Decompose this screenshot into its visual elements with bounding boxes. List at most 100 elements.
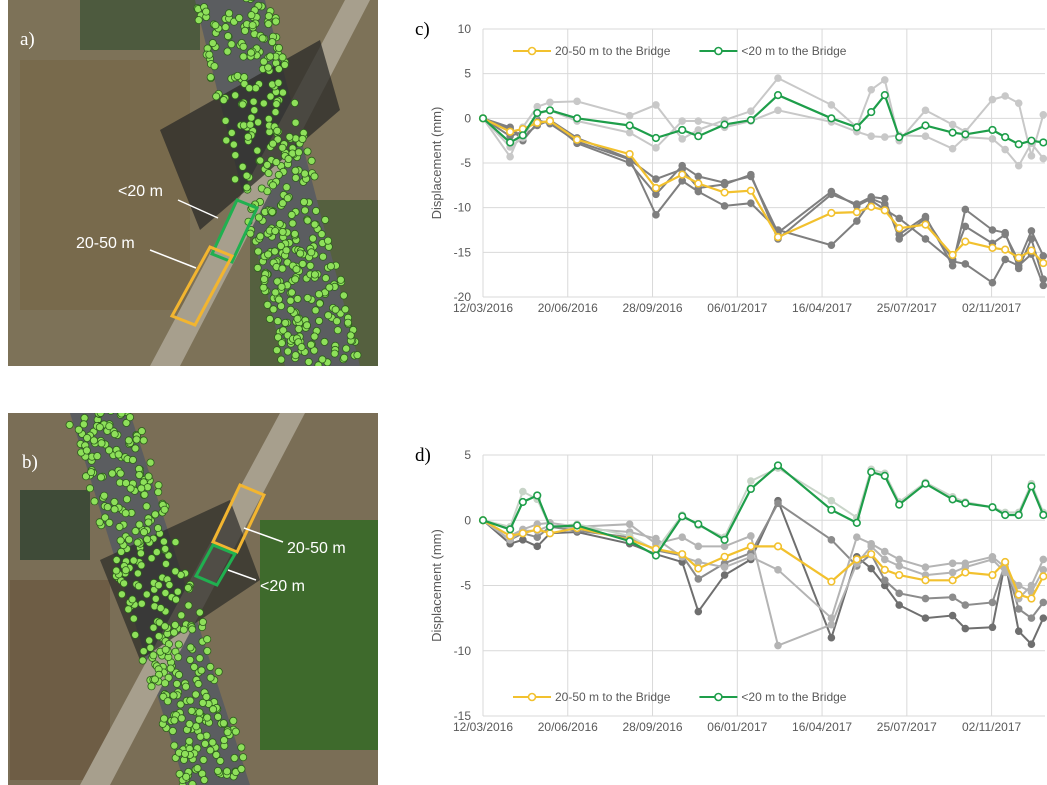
data-point [694,132,703,141]
ps-point [303,147,312,156]
ps-point [279,367,286,374]
ps-point [332,317,341,326]
ps-point [150,675,159,684]
ps-point [268,139,277,148]
ps-point [298,259,307,268]
ps-point [307,248,316,257]
ps-point [126,413,135,422]
ps-point [264,12,273,21]
ps-point [235,13,244,22]
ps-point [115,522,124,531]
data-point [625,111,634,120]
ps-point [95,518,104,527]
ps-point [214,667,223,676]
data-point [572,114,582,123]
data-point [1039,510,1047,520]
ps-point [324,311,333,320]
zone-under-20 [209,198,260,264]
ps-point [206,662,215,671]
series-line [482,117,1045,264]
ps-point [229,716,238,725]
ps-point [272,158,281,167]
ps-point [165,581,174,590]
ps-point [254,213,263,222]
ps-point [219,719,228,728]
ps-point [147,554,156,563]
ps-point [303,293,312,302]
ps-point [221,23,230,32]
ps-point [216,756,225,765]
data-point [827,101,836,109]
data-point [506,531,515,541]
ps-point [131,444,140,453]
ps-point [222,136,231,145]
data-point [1039,154,1047,163]
data-point [895,589,904,598]
data-point [1001,145,1009,154]
ps-point [203,635,212,644]
data-point [895,235,904,243]
data-point [852,518,861,527]
chart: d) Displacement (mm) -15 -10 -5 0 5 12/03/2016 2… [415,445,1047,734]
data-point [880,76,889,84]
data-point [1014,161,1023,170]
ps-point [278,264,287,273]
ps-point [128,402,135,409]
data-point [774,74,782,82]
data-point [694,520,703,529]
data-point [961,130,970,139]
ps-point [237,765,246,774]
ps-point [186,643,195,652]
ps-point [185,720,194,729]
data-point [948,144,957,153]
legend-label: <20 m to the Bridge [741,44,846,58]
ps-point [166,664,175,673]
y-tick-label: 5 [464,67,471,81]
data-point [948,250,957,260]
data-point [827,208,836,218]
ps-point [136,549,145,558]
x-tick-label: 12/03/2016 [453,720,513,734]
arrow [243,527,284,543]
ps-points [193,0,362,374]
ps-point [176,571,185,580]
ps-point [153,524,162,533]
data-point [921,121,930,130]
ps-point [139,436,148,445]
ps-point [274,170,283,179]
ps-point [306,261,315,270]
ps-point [278,53,287,62]
ps-point [194,679,203,688]
ps-point [242,183,251,192]
orchard [80,0,200,50]
data-point [545,529,555,538]
ps-point [330,349,339,358]
data-point [518,131,527,140]
ps-point [304,357,313,366]
ps-point [254,118,263,127]
data-point [827,190,836,199]
data-point [746,186,755,195]
data-point [519,536,527,544]
ps-point [315,316,324,325]
y-tick-label: -15 [454,245,472,259]
data-point [948,495,957,504]
data-point [988,552,997,561]
ps-point [193,764,202,773]
ps-point [177,611,186,620]
ps-point [190,663,199,672]
ps-point [246,120,255,129]
ps-point [65,420,74,429]
ps-point [146,643,155,652]
data-point [1001,557,1010,567]
ps-point [195,715,204,724]
ps-point [310,220,319,229]
data-point [746,542,755,551]
ps-point [195,654,204,663]
ps-point [105,446,114,455]
panel-label: c) [415,19,430,40]
ps-point [112,566,121,575]
ps-point [339,291,348,300]
ps-point [149,623,158,632]
ps-point [272,346,281,355]
